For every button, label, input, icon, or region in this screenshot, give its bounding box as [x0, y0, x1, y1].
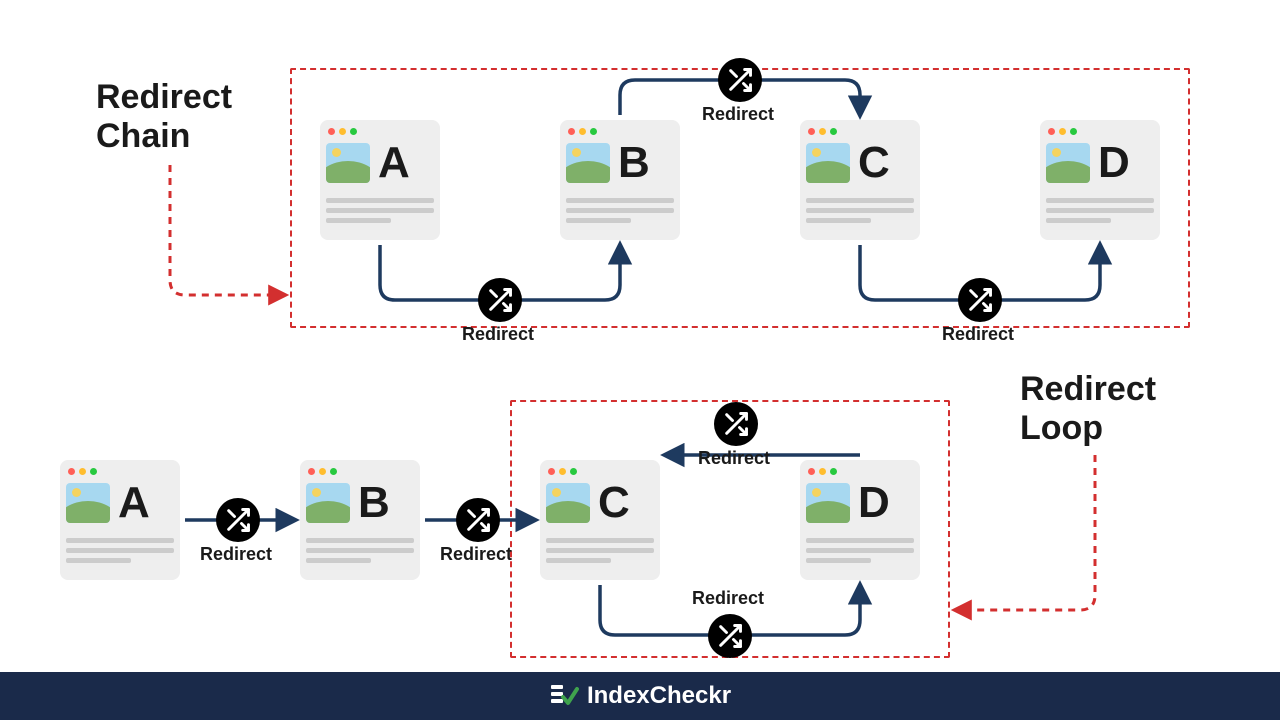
shuffle-icon — [714, 402, 758, 446]
shuffle-icon — [216, 498, 260, 542]
node-loop-b: B — [300, 460, 420, 580]
redirect-label: Redirect — [942, 324, 1014, 345]
node-chain-c: C — [800, 120, 920, 240]
shuffle-icon — [708, 614, 752, 658]
redirect-label: Redirect — [698, 448, 770, 469]
footer-text: IndexCheckr — [587, 682, 731, 710]
shuffle-icon — [478, 278, 522, 322]
shuffle-icon — [718, 58, 762, 102]
redirect-label: Redirect — [692, 588, 764, 609]
node-chain-d: D — [1040, 120, 1160, 240]
node-loop-a: A — [60, 460, 180, 580]
shuffle-icon — [958, 278, 1002, 322]
footer-bar: IndexCheckr — [0, 672, 1280, 720]
redirect-label: Redirect — [440, 544, 512, 565]
logo-icon — [549, 681, 579, 711]
shuffle-icon — [456, 498, 500, 542]
node-chain-a: A — [320, 120, 440, 240]
node-chain-b: B — [560, 120, 680, 240]
loop-title: RedirectLoop — [1020, 370, 1156, 448]
redirect-label: Redirect — [702, 104, 774, 125]
redirect-label: Redirect — [462, 324, 534, 345]
node-loop-d: D — [800, 460, 920, 580]
chain-title: RedirectChain — [96, 78, 232, 156]
node-loop-c: C — [540, 460, 660, 580]
redirect-label: Redirect — [200, 544, 272, 565]
